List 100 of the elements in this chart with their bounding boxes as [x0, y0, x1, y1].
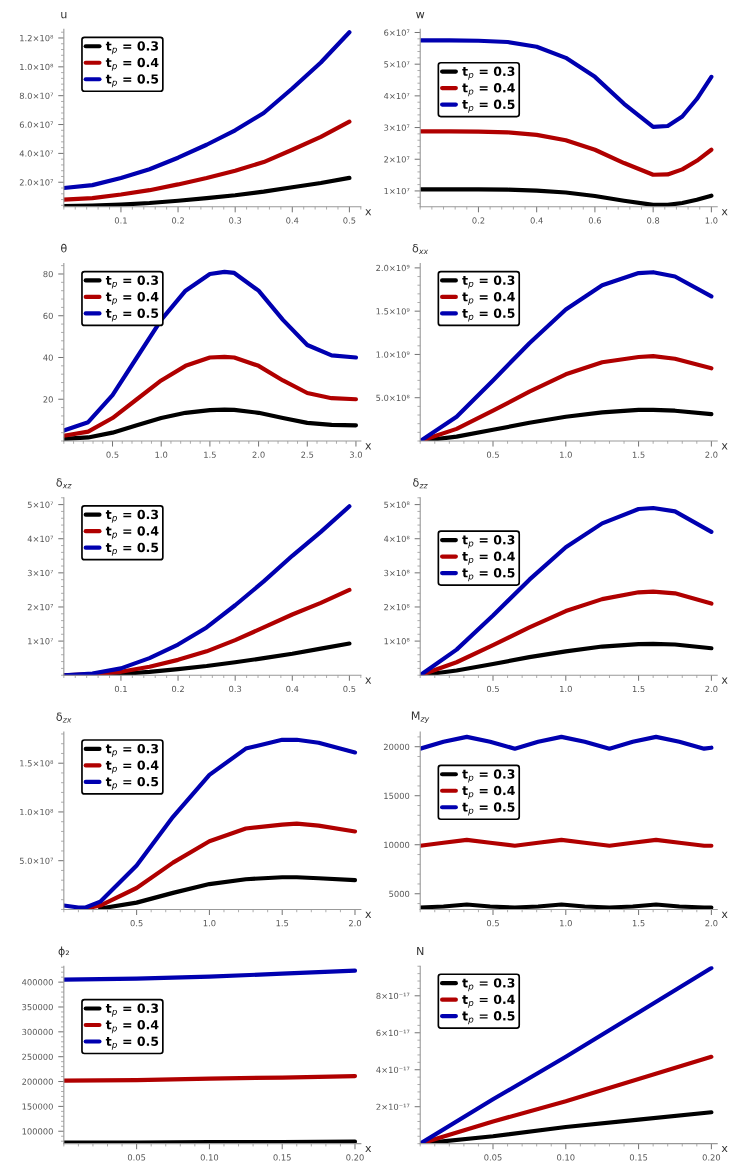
x-tick-label: 1.5: [276, 920, 289, 927]
x-tick-label: 2.0: [252, 451, 265, 458]
legend-label: t$_{p}$ = 0.4: [462, 291, 515, 306]
y-tick-label: 4×10⁻¹⁷: [376, 1066, 410, 1074]
legend-label: t$_{p}$ = 0.5: [462, 99, 515, 113]
legend-label: t$_{p}$ = 0.5: [462, 568, 515, 582]
x-tick-label: 0.20: [702, 1154, 721, 1161]
line-series: [420, 187, 714, 207]
x-tick-label: 0.5: [486, 920, 499, 927]
x-tick-label: 1.0: [705, 217, 718, 224]
legend-label: t$_{p}$ = 0.4: [462, 551, 515, 565]
x-tick-label: 0.15: [629, 1154, 648, 1161]
x-tick-label: 0.8: [647, 217, 660, 224]
x-tick-label: 1.5: [204, 451, 216, 458]
y-axis-title: δ$_{zx}$: [56, 712, 72, 723]
line-series: [63, 354, 359, 438]
line-series: [420, 129, 714, 177]
legend-label: t$_{p}$ = 0.5: [462, 1011, 515, 1025]
x-tick-label: 0.2: [171, 217, 184, 224]
line-series: [63, 504, 352, 676]
x-axis-title: x: [721, 1146, 728, 1153]
x-axis-title: x: [721, 209, 728, 216]
x-tick-label: 0.3: [229, 685, 242, 693]
legend-label: t$_{p}$ = 0.3: [462, 535, 515, 549]
y-tick-label: 2.0×10⁹: [376, 264, 410, 272]
x-tick-label: 0.1: [114, 217, 127, 224]
y-tick-label: 60: [43, 312, 53, 320]
legend-label: t$_{p}$ = 0.3: [462, 978, 515, 992]
y-tick-label: 6×10⁷: [384, 29, 410, 36]
x-tick-label: 0.20: [346, 1154, 364, 1161]
x-tick-label: 1.5: [632, 685, 645, 693]
x-tick-label: 0.4: [286, 217, 299, 224]
legend-label: t$_{p}$ = 0.4: [462, 83, 515, 97]
y-tick-label: 5000: [389, 890, 410, 898]
y-tick-label: 20: [43, 396, 53, 403]
x-tick-label: 0.5: [343, 685, 356, 693]
y-tick-label: 2×10⁸: [384, 603, 410, 611]
x-axis-title: x: [365, 1146, 372, 1153]
x-tick-label: 0.5: [343, 217, 356, 224]
legend-label: t$_{p}$ = 0.5: [105, 1036, 159, 1050]
x-tick-label: 0.10: [557, 1154, 575, 1161]
line-series: [63, 968, 358, 982]
y-tick-label: 3×10⁸: [384, 569, 410, 577]
legend-label: t$_{p}$ = 0.4: [105, 57, 159, 71]
x-tick-label: 1.5: [632, 920, 645, 927]
x-tick-label: 0.3: [229, 217, 242, 224]
y-tick-label: 5×10⁸: [384, 501, 410, 508]
y-tick-label: 4×10⁷: [27, 535, 54, 543]
y-tick-label: 4×10⁷: [383, 92, 410, 100]
y-tick-label: 80: [43, 270, 53, 278]
x-tick-label: 0.2: [472, 217, 485, 224]
line-series: [420, 38, 714, 130]
line-series: [63, 30, 352, 191]
y-tick-label: 2×10⁷: [384, 156, 410, 163]
x-tick-label: 0.4: [530, 217, 543, 224]
legend-label: t$_{p}$ = 0.3: [105, 1003, 159, 1017]
y-tick-label: 1×10⁸: [384, 638, 410, 645]
x-tick-label: 1.0: [560, 451, 572, 458]
legend-label: t$_{p}$ = 0.5: [105, 308, 159, 322]
y-tick-label: 8×10⁻¹⁷: [376, 992, 410, 1000]
y-tick-label: 2×10⁷: [27, 603, 54, 611]
x-tick-label: 0.1: [114, 685, 127, 693]
x-axis-title: x: [365, 911, 372, 918]
y-tick-label: 10000: [384, 841, 410, 849]
legend-label: t$_{p}$ = 0.5: [105, 542, 159, 556]
x-tick-label: 0.05: [127, 1154, 146, 1161]
legend-label: t$_{p}$ = 0.3: [105, 275, 159, 289]
y-axis-title: ϕ₂: [58, 946, 70, 958]
x-tick-label: 2.0: [705, 451, 718, 458]
y-tick-label: 6×10⁻¹⁷: [376, 1029, 410, 1037]
y-tick-label: 200000: [22, 1078, 53, 1085]
legend-label: t$_{p}$ = 0.3: [105, 41, 159, 55]
y-axis-title: δ$_{xz}$: [56, 478, 72, 489]
x-tick-label: 1.0: [203, 920, 216, 927]
y-tick-label: 250000: [22, 1053, 53, 1060]
y-axis-title: δ$_{xx}$: [412, 244, 429, 255]
legend-label: t$_{p}$ = 0.5: [462, 802, 515, 816]
y-tick-label: 1.5×10⁹: [376, 308, 410, 315]
x-axis-title: x: [365, 209, 372, 216]
line-series: [63, 119, 352, 202]
legend-label: t$_{p}$ = 0.3: [462, 275, 515, 289]
x-tick-label: 0.6: [588, 217, 602, 224]
y-axis-title: u: [61, 11, 67, 19]
x-axis-title: x: [365, 443, 372, 450]
y-tick-label: 5.0×10⁸: [376, 394, 410, 401]
y-tick-label: 1.0×10⁸: [20, 63, 54, 71]
y-tick-label: 6.0×10⁷: [19, 121, 54, 128]
x-tick-label: 0.5: [106, 451, 119, 458]
x-axis-title: x: [365, 677, 372, 684]
line-series: [98, 875, 358, 910]
y-tick-label: 20000: [383, 743, 410, 750]
x-tick-label: 0.15: [273, 1154, 291, 1161]
y-axis-title: δ$_{zz}$: [413, 478, 428, 489]
y-tick-label: 5×10⁷: [384, 61, 410, 68]
x-tick-label: 3.0: [349, 451, 363, 458]
y-tick-label: 1.0×10⁹: [376, 351, 410, 358]
y-tick-label: 300000: [22, 1028, 53, 1036]
y-tick-label: 2.0×10⁷: [19, 179, 54, 186]
y-tick-label: 4.0×10⁷: [19, 150, 54, 157]
y-tick-label: 150000: [22, 1103, 53, 1110]
